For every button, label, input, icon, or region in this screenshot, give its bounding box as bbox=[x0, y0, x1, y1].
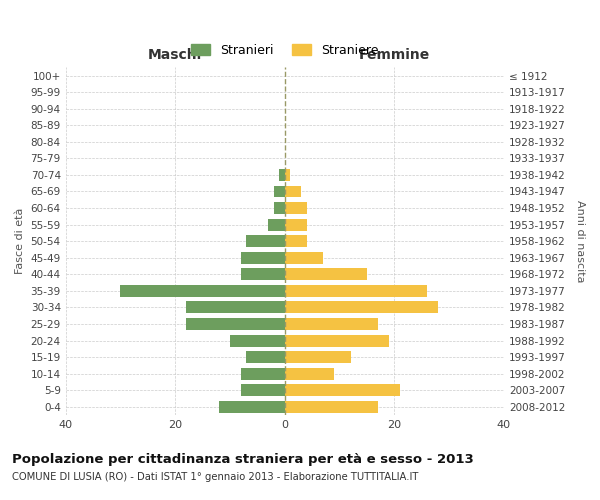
Bar bbox=[241, 252, 285, 264]
Bar bbox=[285, 351, 350, 363]
Bar bbox=[219, 401, 285, 413]
Bar bbox=[247, 351, 285, 363]
Legend: Stranieri, Straniere: Stranieri, Straniere bbox=[186, 38, 383, 62]
Bar bbox=[285, 401, 378, 413]
Bar bbox=[230, 334, 285, 346]
Bar bbox=[268, 218, 285, 230]
Bar bbox=[186, 302, 285, 314]
Bar bbox=[285, 186, 301, 198]
Bar bbox=[247, 235, 285, 247]
Bar bbox=[274, 202, 285, 214]
Bar bbox=[285, 334, 389, 346]
Bar bbox=[241, 268, 285, 280]
Y-axis label: Anni di nascita: Anni di nascita bbox=[575, 200, 585, 282]
Bar bbox=[285, 302, 438, 314]
Bar bbox=[121, 285, 285, 297]
Bar bbox=[285, 202, 307, 214]
Bar bbox=[285, 384, 400, 396]
Bar bbox=[285, 252, 323, 264]
Bar bbox=[285, 169, 290, 181]
Text: COMUNE DI LUSIA (RO) - Dati ISTAT 1° gennaio 2013 - Elaborazione TUTTITALIA.IT: COMUNE DI LUSIA (RO) - Dati ISTAT 1° gen… bbox=[12, 472, 418, 482]
Bar bbox=[241, 368, 285, 380]
Text: Maschi: Maschi bbox=[148, 48, 202, 62]
Bar bbox=[285, 235, 307, 247]
Text: Femmine: Femmine bbox=[359, 48, 430, 62]
Bar bbox=[285, 368, 334, 380]
Bar bbox=[285, 268, 367, 280]
Bar bbox=[285, 318, 378, 330]
Text: Popolazione per cittadinanza straniera per età e sesso - 2013: Popolazione per cittadinanza straniera p… bbox=[12, 452, 474, 466]
Bar bbox=[285, 285, 427, 297]
Bar bbox=[274, 186, 285, 198]
Bar bbox=[241, 384, 285, 396]
Bar bbox=[280, 169, 285, 181]
Bar bbox=[186, 318, 285, 330]
Y-axis label: Fasce di età: Fasce di età bbox=[15, 208, 25, 274]
Bar bbox=[285, 218, 307, 230]
